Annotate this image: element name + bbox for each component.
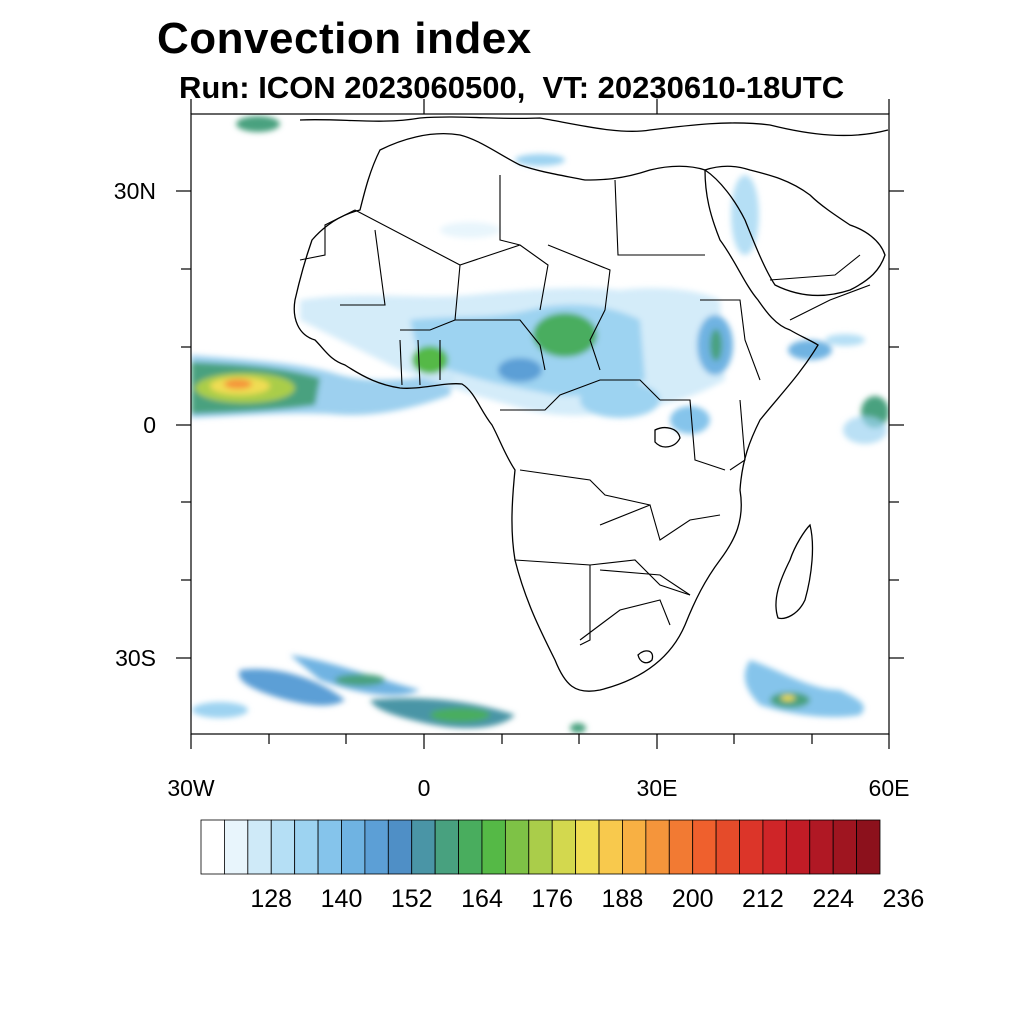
- colorbar-swatch: [645, 819, 670, 875]
- colorbar-swatch: [598, 819, 623, 875]
- country-borders: [299, 175, 871, 646]
- country-border: [614, 179, 705, 256]
- lat-label-30s: 30S: [115, 645, 156, 671]
- lat-label-30n: 30N: [113, 178, 156, 204]
- country-border: [547, 244, 611, 371]
- axis-ticks: [176, 99, 904, 749]
- colorbar-swatch: [809, 819, 834, 875]
- colorbar-swatch: [341, 819, 366, 875]
- country-border: [399, 339, 441, 386]
- convection-area: [224, 379, 252, 389]
- lake-victoria: [654, 427, 681, 448]
- country-border: [769, 254, 871, 321]
- convection-area: [192, 702, 248, 718]
- colorbar-label: 152: [390, 885, 433, 913]
- convection-area: [498, 358, 542, 382]
- convection-area: [580, 382, 660, 418]
- colorbar-swatch: [856, 819, 881, 875]
- madagascar-coastline: [775, 523, 814, 620]
- colorbar-swatch: [200, 819, 225, 875]
- country-border: [514, 559, 691, 646]
- country-border: [660, 399, 726, 471]
- convection-area: [239, 669, 345, 706]
- colorbar-swatch: [668, 819, 694, 875]
- convection-area: [670, 406, 710, 434]
- colorbar-label: 200: [671, 885, 714, 913]
- colorbar-swatch: [692, 819, 717, 875]
- colorbar-label: 140: [320, 885, 363, 913]
- country-border: [340, 229, 386, 306]
- colorbar-swatch: [387, 819, 413, 875]
- convection-area: [236, 116, 280, 132]
- colorbar-swatch: [458, 819, 483, 875]
- convection-area: [533, 313, 597, 357]
- arabia-coastline: [703, 165, 886, 297]
- coastlines: [293, 116, 889, 692]
- colorbar-swatch: [785, 819, 811, 875]
- lon-label-0: 0: [417, 775, 431, 801]
- colorbar-swatch: [551, 819, 577, 875]
- colorbar-swatch: [224, 819, 249, 875]
- convection-shading: [191, 116, 889, 733]
- country-border: [579, 599, 671, 641]
- colorbar-swatch: [575, 819, 600, 875]
- convection-area: [335, 674, 385, 686]
- colorbar-swatch: [294, 819, 319, 875]
- colorbar-swatch: [411, 819, 436, 875]
- colorbar-label: 176: [531, 885, 574, 913]
- colorbar-swatch: [317, 819, 342, 875]
- colorbar: [200, 819, 881, 875]
- country-border: [455, 319, 546, 371]
- convection-area: [731, 175, 759, 255]
- lesotho-outline: [637, 650, 654, 664]
- country-border: [299, 209, 356, 261]
- convection-area: [412, 346, 448, 374]
- country-border: [700, 299, 761, 471]
- convection-area: [781, 695, 795, 701]
- map-title: Convection index: [157, 14, 532, 63]
- map-frame: [190, 113, 890, 735]
- colorbar-swatch: [434, 819, 459, 875]
- colorbar-swatch: [481, 819, 506, 875]
- convection-area: [710, 329, 722, 361]
- lat-label-0: 0: [143, 412, 156, 438]
- convection-area: [440, 222, 500, 238]
- colorbar-swatch: [762, 819, 787, 875]
- country-border: [599, 504, 721, 596]
- convection-area: [430, 708, 490, 722]
- africa-coastline: [293, 133, 819, 692]
- convection-area: [843, 416, 887, 444]
- colorbar-swatch: [270, 819, 296, 875]
- convection-area: [570, 723, 586, 733]
- country-border: [499, 175, 521, 246]
- colorbar-label: 224: [812, 885, 855, 913]
- country-border: [400, 264, 461, 331]
- colorbar-label: 128: [250, 885, 293, 913]
- colorbar-swatch: [739, 819, 764, 875]
- colorbar-swatch: [504, 819, 530, 875]
- colorbar-swatch: [528, 819, 553, 875]
- colorbar-swatch: [832, 819, 857, 875]
- convection-area: [825, 334, 865, 346]
- colorbar-swatch: [715, 819, 740, 875]
- convection-area: [515, 154, 565, 166]
- lon-label-60e: 60E: [868, 775, 910, 801]
- convection-area: [744, 660, 864, 717]
- lon-label-30e: 30E: [636, 775, 678, 801]
- lon-label-30w: 30W: [167, 775, 215, 801]
- map-subtitle: Run: ICON 2023060500, VT: 20230610-18UTC: [179, 70, 845, 105]
- colorbar-label: 188: [601, 885, 644, 913]
- country-border: [500, 379, 661, 411]
- country-border: [519, 469, 651, 506]
- colorbar-swatch: [364, 819, 389, 875]
- colorbar-label: 212: [742, 885, 784, 913]
- colorbar-swatch: [247, 819, 272, 875]
- colorbar-label: 236: [882, 885, 925, 913]
- convection-area: [788, 340, 832, 360]
- colorbar-label: 164: [461, 885, 503, 913]
- colorbar-swatch: [622, 819, 647, 875]
- europe-coastline: [299, 116, 889, 137]
